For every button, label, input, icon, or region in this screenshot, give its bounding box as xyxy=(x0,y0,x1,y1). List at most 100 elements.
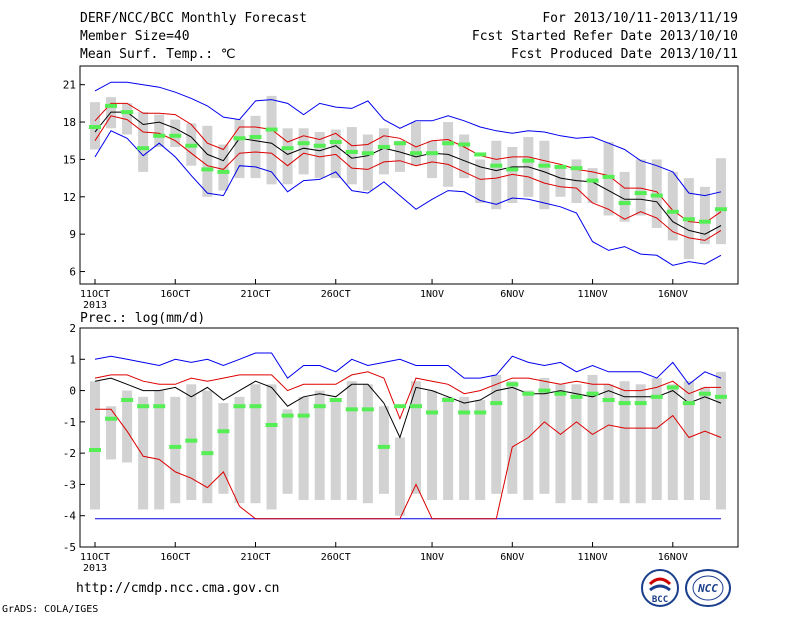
spread-box xyxy=(491,140,502,210)
precip-axis-label: Prec.: log(mm/d) xyxy=(80,311,205,326)
ncc-logo: NCC xyxy=(684,568,732,612)
observation-marker xyxy=(490,401,503,406)
spread-box xyxy=(603,384,614,501)
spread-box xyxy=(571,384,582,501)
lower-red-line xyxy=(95,408,722,520)
spread-box xyxy=(491,374,502,494)
spread-box xyxy=(298,128,309,175)
ncc-logo-text: NCC xyxy=(697,582,718,595)
observation-marker xyxy=(105,416,118,421)
chart-title: DERF/NCC/BCC Monthly Forecast xyxy=(80,11,307,26)
spread-box xyxy=(282,409,293,494)
spread-box xyxy=(202,390,213,504)
observation-marker xyxy=(634,401,647,406)
spread-box xyxy=(266,384,277,510)
spread-box xyxy=(90,381,100,510)
spread-box xyxy=(523,390,534,501)
observation-marker xyxy=(377,444,390,449)
spread-box xyxy=(346,381,357,501)
spread-box xyxy=(394,140,405,172)
observation-marker xyxy=(602,397,615,402)
member-size-label: Member Size=40 xyxy=(80,29,190,44)
observation-marker xyxy=(217,429,230,434)
spread-box xyxy=(346,127,357,185)
observation-marker xyxy=(153,404,166,409)
spread-box xyxy=(459,396,470,501)
spread-box xyxy=(443,396,454,501)
observation-marker xyxy=(538,163,551,168)
observation-marker xyxy=(538,388,551,393)
spread-box xyxy=(298,396,309,501)
observation-marker xyxy=(618,201,631,206)
spread-box xyxy=(507,146,518,204)
x-tick-label: 16OCT xyxy=(160,289,190,300)
y-tick-label: 2 xyxy=(69,322,76,335)
grads-credit: GrADS: COLA/IGES xyxy=(2,604,99,615)
y-tick-label: -1 xyxy=(63,416,76,429)
observation-marker xyxy=(490,163,503,168)
spread-box xyxy=(683,381,694,501)
source-url[interactable]: http://cmdp.ncc.cma.gov.cn xyxy=(76,581,280,596)
observation-marker xyxy=(361,407,374,412)
x-tick-label: 11NOV xyxy=(577,552,607,563)
observation-marker xyxy=(522,391,535,396)
mean-line xyxy=(94,111,722,235)
upper-blue-line xyxy=(94,81,722,197)
x-tick-label: 11NOV xyxy=(577,289,607,300)
spread-box xyxy=(202,125,213,197)
observation-marker xyxy=(89,448,101,453)
y-tick-label: 1 xyxy=(69,353,76,366)
y-tick-label: -2 xyxy=(63,447,76,460)
spread-box xyxy=(106,406,117,460)
upper-blue-line xyxy=(94,352,722,386)
observation-marker xyxy=(233,404,246,409)
observation-marker xyxy=(185,143,198,148)
observation-marker xyxy=(121,397,134,402)
observation-marker xyxy=(554,391,567,396)
variable-label: Mean Surf. Temp.: ℃ xyxy=(80,47,236,62)
x-tick-label: 16NOV xyxy=(658,552,688,563)
y-tick-label: 6 xyxy=(69,266,76,279)
spread-box xyxy=(667,171,678,241)
observation-marker xyxy=(201,451,214,456)
spread-box xyxy=(427,390,438,501)
observation-marker xyxy=(329,397,342,402)
x-tick-label: 21OCT xyxy=(240,552,270,563)
spread-box xyxy=(619,171,630,222)
spread-box xyxy=(715,371,726,510)
spread-box xyxy=(651,378,662,501)
lower-blue-line xyxy=(94,130,722,266)
spread-box xyxy=(330,399,341,501)
fcst-produced-date: Fcst Produced Date 2013/10/11 xyxy=(511,47,738,62)
spread-box xyxy=(411,122,421,166)
spread-box xyxy=(154,114,165,147)
observation-marker xyxy=(137,404,150,409)
x-tick-year-label: 2013 xyxy=(83,300,107,311)
forecast-period: For 2013/10/11-2013/11/19 xyxy=(542,11,738,26)
observation-marker xyxy=(169,133,182,138)
spread-box xyxy=(314,132,325,179)
y-tick-label: 18 xyxy=(63,116,76,129)
spread-box xyxy=(427,140,438,179)
x-tick-label: 11OCT xyxy=(80,552,110,563)
observation-marker xyxy=(265,127,278,132)
spread-box xyxy=(475,159,486,204)
spread-box xyxy=(314,390,325,501)
lower-red-line xyxy=(94,115,722,241)
observation-marker xyxy=(377,144,390,149)
observation-marker xyxy=(474,410,487,415)
spread-box xyxy=(411,381,421,494)
mean-line xyxy=(94,377,722,439)
observation-marker xyxy=(666,209,679,214)
observation-marker xyxy=(698,391,711,396)
spread-box xyxy=(507,381,518,494)
y-tick-label: 0 xyxy=(69,385,76,398)
x-tick-label: 11OCT xyxy=(80,289,110,300)
observation-marker xyxy=(682,217,695,222)
observation-marker xyxy=(217,169,230,174)
spread-box xyxy=(362,384,373,504)
observation-marker xyxy=(570,394,583,399)
observation-marker xyxy=(410,404,422,409)
